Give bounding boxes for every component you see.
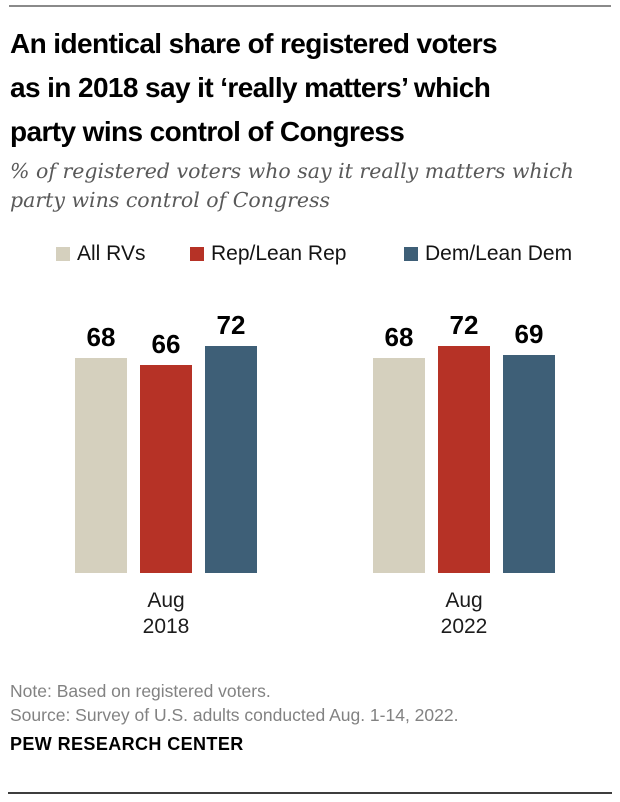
bar-dem-lean-dem-1 [503,355,555,573]
footnote-block: Note: Based on registered voters. Source… [10,679,610,727]
legend-item-all-rvs: All RVs [56,242,145,266]
legend-label-rep-lean-rep: Rep/Lean Rep [211,242,347,265]
legend-swatch-all-rvs [56,247,70,261]
top-rule [9,5,611,7]
legend-item-dem-lean-dem: Dem/Lean Dem [404,242,572,266]
chart-title: An identical share of registered voters … [10,28,498,147]
bar-value-label: 72 [216,310,246,340]
bar-dem-lean-dem-0 [205,346,257,573]
source-text: Source: Survey of U.S. adults conducted … [10,705,459,725]
note-text: Note: Based on registered voters. [10,681,271,701]
x-axis-label-aug-2022: Aug 2022 [440,589,488,638]
bar-value-label: 68 [384,322,414,352]
legend-item-rep-lean-rep: Rep/Lean Rep [190,242,346,266]
brand-pew-research-center: PEW RESEARCH CENTER [10,734,244,754]
bar-value-label: 68 [86,322,116,352]
legend: All RVs Rep/Lean Rep Dem/Lean Dem [0,242,620,266]
bar-value-label: 66 [151,329,181,359]
legend-label-all-rvs: All RVs [77,242,146,265]
bar-value-label: 72 [449,310,479,340]
x-axis-label-aug-2018: Aug 2018 [142,589,190,638]
bar-all-rvs-0 [75,358,127,573]
bar-all-rvs-1 [373,358,425,573]
legend-swatch-rep-lean-rep [190,247,204,261]
bar-rep-lean-rep-0 [140,365,192,573]
bar-rep-lean-rep-1 [438,346,490,573]
bottom-rule [8,792,612,794]
legend-swatch-dem-lean-dem [404,247,418,261]
legend-label-dem-lean-dem: Dem/Lean Dem [425,242,573,265]
chart-subtitle: % of registered voters who say it really… [10,159,574,212]
bar-value-label: 69 [514,319,544,349]
